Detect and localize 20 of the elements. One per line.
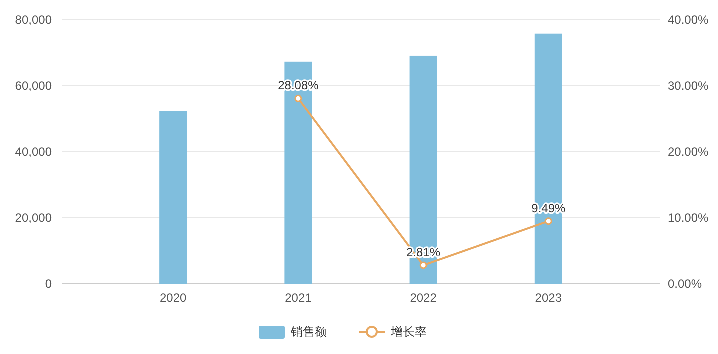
legend-label: 增长率	[390, 325, 427, 340]
y-tick-label: 60,000	[15, 79, 52, 94]
y2-tick-label: 30.00%	[668, 79, 710, 94]
y2-tick-label: 20.00%	[668, 145, 710, 160]
x-tick-label: 2023	[535, 291, 562, 305]
y2-tick-label: 10.00%	[668, 211, 710, 226]
bar	[160, 111, 188, 284]
x-tick-label: 2022	[410, 291, 438, 305]
y2-tick-label: 40.00%	[668, 13, 710, 28]
point	[420, 262, 428, 270]
y-tick-label: 40,000	[15, 145, 52, 160]
y-tick-label: 0	[45, 277, 52, 292]
x-tick-label: 2020	[160, 291, 188, 305]
x-tick-label: 2021	[285, 291, 312, 305]
point	[294, 94, 302, 102]
y-tick-label: 80,000	[15, 13, 52, 28]
y2-tick-label: 0.00%	[668, 277, 702, 292]
y-tick-label: 20,000	[15, 211, 52, 226]
point	[544, 218, 552, 226]
legend-label: 销售额	[290, 325, 327, 340]
